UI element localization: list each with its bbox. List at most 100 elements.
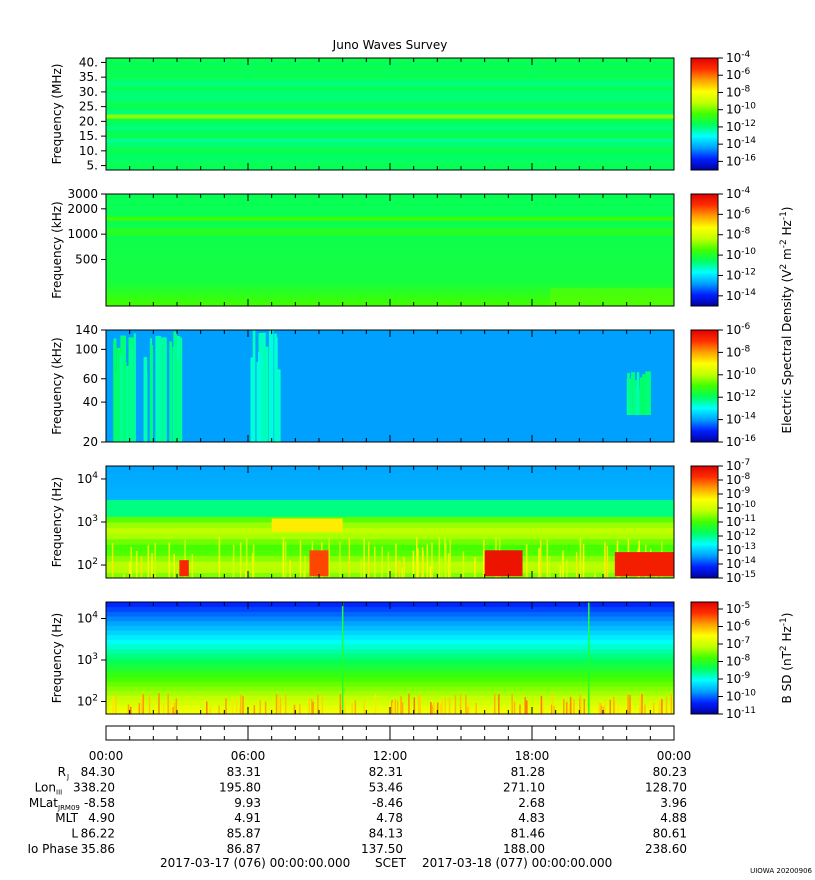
noise-streak xyxy=(279,697,282,714)
noise-streak xyxy=(426,544,429,578)
colorbar-tick-label: 10-6 xyxy=(726,619,751,634)
noise-streak xyxy=(657,699,660,714)
noise-streak xyxy=(430,702,432,714)
colorbar-tick-label: 10-16 xyxy=(726,434,756,449)
frequency-band xyxy=(106,538,674,545)
noise-streak xyxy=(394,699,397,714)
ephemeris-row-label: MLat xyxy=(29,796,58,810)
panels-group: 5.10.15.20.25.30.35.40. Frequency (MHz) 10… xyxy=(50,50,794,741)
noise-streak xyxy=(401,567,403,578)
colorbar-tick-label: 10-14 xyxy=(726,556,756,571)
frequency-band xyxy=(106,700,674,706)
noise-streak xyxy=(553,705,555,714)
watermark-label: UIOWA 20200906 xyxy=(750,867,812,875)
frequency-band xyxy=(106,74,674,79)
noise-streak xyxy=(604,541,606,578)
y-tick-label: 2000 xyxy=(67,202,98,216)
ephemeris-value: -8.58 xyxy=(84,796,115,810)
noise-streak xyxy=(278,696,281,714)
noise-streak xyxy=(395,543,397,578)
low-frequency-enhancement xyxy=(550,288,674,306)
emission-streak xyxy=(269,330,274,442)
noise-streak xyxy=(167,693,169,714)
ephemeris-row-label: R xyxy=(58,765,66,779)
ephemeris-value: 82.31 xyxy=(369,765,403,779)
noise-streak xyxy=(175,698,178,714)
y-tick-label: 500 xyxy=(75,252,98,266)
noise-streak xyxy=(417,548,419,578)
y-tick-label: 140 xyxy=(75,323,98,337)
noise-streak xyxy=(575,552,578,578)
noise-streak xyxy=(550,704,553,714)
colorbar-title-magnetic: B SD (nT2 Hz-1) xyxy=(779,613,794,704)
noise-streak xyxy=(421,547,424,578)
noise-streak xyxy=(429,566,432,578)
frequency-band xyxy=(106,527,674,534)
noise-streak xyxy=(661,699,663,714)
y-tick-label: 5. xyxy=(87,159,98,173)
frequency-band xyxy=(106,676,674,682)
noise-streak xyxy=(344,700,346,714)
colorbar-tick-label: 10-7 xyxy=(726,458,750,473)
noise-streak xyxy=(381,546,383,578)
frequency-band xyxy=(106,667,674,673)
colorbar-tick-label: 10-10 xyxy=(726,247,756,262)
ephemeris-value: 3.96 xyxy=(660,796,687,810)
noise-streak xyxy=(579,538,582,578)
noise-streak xyxy=(339,541,341,578)
colorbar-tick-label: 10-14 xyxy=(726,288,756,303)
colorbar xyxy=(690,193,719,307)
noise-streak xyxy=(449,539,451,578)
noise-streak xyxy=(339,705,342,714)
ephemeris-value: 4.91 xyxy=(234,811,261,825)
noise-streak xyxy=(293,704,296,714)
noise-streak xyxy=(304,555,306,578)
colorbar-tick-label: 10-4 xyxy=(726,186,751,201)
y-tick-label: 20. xyxy=(79,114,98,128)
colorbar-tick-label: 10-10 xyxy=(726,500,756,515)
noise-streak xyxy=(474,556,476,578)
emission-streak xyxy=(155,335,161,442)
noise-streak xyxy=(599,702,602,714)
scet-label: SCET xyxy=(375,856,407,870)
y-axis-label: Frequency (Hz) xyxy=(50,477,64,568)
frequency-band xyxy=(106,494,674,501)
intense-emission xyxy=(484,550,523,577)
frequency-band xyxy=(106,86,674,91)
frequency-band xyxy=(106,82,674,87)
emission-streak xyxy=(173,331,177,442)
ephemeris-value: 80.61 xyxy=(653,827,687,841)
noise-streak xyxy=(644,704,646,714)
y-tick-label: 103 xyxy=(77,514,98,529)
noise-streak xyxy=(563,699,565,714)
noise-streak xyxy=(162,702,165,714)
chart-title: Juno Waves Survey xyxy=(332,38,448,52)
noise-streak xyxy=(569,696,572,714)
frequency-band xyxy=(106,158,674,163)
noise-streak xyxy=(112,696,114,714)
ephemeris-row-subscript: JRM09 xyxy=(57,804,80,812)
noise-streak xyxy=(225,698,227,714)
noise-streak xyxy=(209,705,212,714)
emission-streak xyxy=(627,387,630,415)
colorbar-title-electric: Electric Spectral Density (V2 m-2 Hz-1) xyxy=(779,206,794,433)
frequency-band xyxy=(106,208,674,214)
noise-streak xyxy=(351,703,353,714)
frequency-band xyxy=(106,235,674,240)
colorbar-tick-label: 10-4 xyxy=(726,50,751,65)
frequency-band xyxy=(106,522,674,529)
frequency-band xyxy=(106,253,674,258)
emission-streak xyxy=(645,371,651,415)
emission-streak xyxy=(631,372,636,415)
colorbar-tick-label: 10-10 xyxy=(726,102,756,117)
noise-streak xyxy=(438,537,441,578)
noise-streak xyxy=(140,556,143,578)
frequency-band xyxy=(106,505,674,512)
frequency-band xyxy=(106,98,674,103)
y-tick-label: 30. xyxy=(79,85,98,99)
panel-hz-magnetic: 102 103 104 Frequency (Hz) 10-11 10-10 10-9 10-… xyxy=(50,601,756,721)
noise-streak xyxy=(403,556,405,578)
time-axis xyxy=(105,725,675,741)
noise-streak xyxy=(115,695,117,714)
